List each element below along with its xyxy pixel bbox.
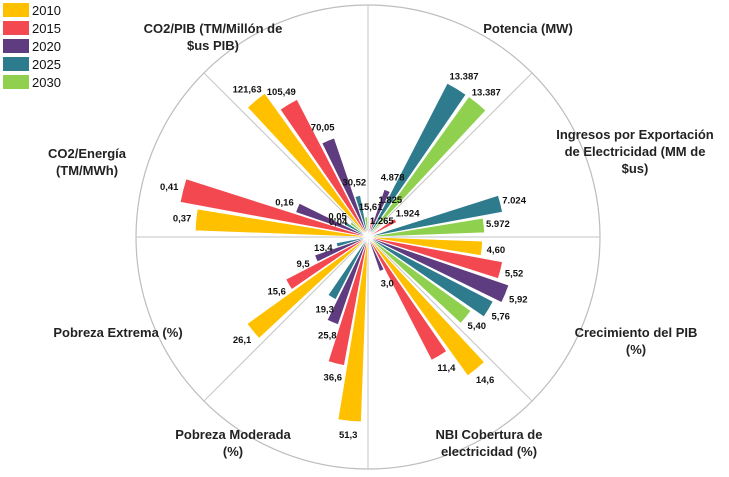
bar-co2-energ-a-2030 [349,221,369,238]
value-label: 0,04 [329,217,348,228]
bar-nbi-cobertura-de-2015 [367,236,447,361]
bar-co2-energ-a-2025 [344,221,369,238]
bar-pobreza-moderada-2025 [327,236,369,300]
category-label-potencia-mw: Potencia (MW) [483,21,573,36]
bar-co2-pib-tm-mill-n-de-2020 [321,137,369,238]
bar-pobreza-moderada-2020 [326,236,369,325]
bar-crecimiento-del-pib-2025 [367,236,494,318]
legend-swatch-2030 [3,75,29,89]
category-label-ingresos-por-exportaci-n: Ingresos por Exportación de Electricidad … [556,127,714,176]
legend-swatch-2025 [3,57,29,71]
bar-nbi-cobertura-de-2020 [367,236,385,272]
chart-grid [135,4,601,470]
grid-spoke [203,72,369,238]
value-label: 70,05 [311,123,335,134]
category-label-nbi-cobertura-de: NBI Cobertura de electricidad (%) [436,427,543,459]
value-label: 26,1 [233,335,252,346]
value-label: 36,6 [324,372,343,383]
bar-crecimiento-del-pib-2020 [367,236,510,303]
value-label: 5,76 [491,311,510,322]
grid-spoke [203,236,369,402]
bar-co2-pib-tm-mill-n-de-2025 [354,195,369,238]
bar-co2-energ-a-2020 [295,202,369,238]
category-label-crecimiento-del-pib: Crecimiento del PIB (%) [575,325,698,357]
bar-pobreza-extrema-2025 [336,236,369,248]
legend-label-2030: 2030 [32,75,61,90]
category-label-pobreza-moderada: Pobreza Moderada (%) [175,427,291,459]
legend-swatch-2010 [3,3,29,17]
bar-crecimiento-del-pib-2015 [367,236,503,279]
category-label-co2-pib-tm-mill-n-de: CO2/PIB (TM/Millón de $us PIB) [144,21,283,53]
value-label: 0,16 [275,197,294,208]
legend-label-2010: 2010 [32,3,61,18]
chart-bars [179,82,510,423]
bar-ingresos-por-exportaci-n-2030 [367,217,485,238]
value-label: 0,05 [328,211,347,222]
value-label: 13.387 [449,72,478,83]
bar-crecimiento-del-pib-2010 [367,236,483,256]
value-label: 3,0 [381,278,394,289]
chart-legend: 2010 2015 2020 2025 2030 [0,0,98,95]
value-label: 4.878 [381,173,405,184]
value-label: 15,61 [359,202,383,213]
value-label: 1.924 [396,208,420,219]
chart-category-labels: Potencia (MW) Ingresos por Exportación de … [48,21,714,459]
value-label: 13,4 [314,243,333,254]
value-label: 1.825 [378,195,402,206]
bar-co2-pib-tm-mill-n-de-2030 [364,216,369,238]
value-label: 30,52 [342,178,366,189]
value-label: 5,52 [505,269,524,280]
grid-spoke [367,236,533,402]
value-label: 51,3 [339,430,358,441]
bar-potencia-mw-2025 [367,82,467,238]
value-label: 25,8 [318,330,337,341]
legend-label-2025: 2025 [32,57,61,72]
bar-co2-pib-tm-mill-n-de-2010 [247,92,369,238]
legend-label-2015: 2015 [32,21,61,36]
value-label: 15,6 [267,287,286,298]
value-label: 4,60 [487,245,506,256]
bar-co2-energ-a-2015 [179,178,369,238]
value-label: 121,63 [233,84,262,95]
legend-label-2020: 2020 [32,39,61,54]
bar-pobreza-extrema-2015 [285,236,369,290]
bar-potencia-mw-2030 [367,96,487,238]
category-label-co2-energ-a: CO2/Energía (TM/MWh) [48,146,127,178]
bar-potencia-mw-2020 [367,189,391,238]
grid-spoke [367,72,533,238]
value-label: 11,4 [437,363,456,374]
legend-swatch-2015 [3,21,29,35]
value-label: 9,5 [296,259,310,270]
value-label: 1.265 [370,216,394,227]
legend-swatch-2020 [3,39,29,53]
value-label: 14,6 [476,375,495,386]
value-label: 7.024 [502,195,526,206]
value-label: 5,92 [509,294,528,305]
bar-pobreza-extrema-2010 [246,236,369,339]
bar-pobreza-moderada-2010 [337,236,369,423]
chart-value-labels: 1.265 1.825 4.878 13.387 13.387 1.924 7.024 5.9… [160,72,528,441]
value-label: 19,3 [315,304,334,315]
bar-nbi-cobertura-de-2010 [367,236,485,377]
category-label-pobreza-extrema: Pobreza Extrema (%) [53,325,182,340]
bar-ingresos-por-exportaci-n-2025 [367,195,503,238]
value-label: 0,37 [173,213,192,224]
value-label: 5,40 [468,321,487,332]
value-label: 105,49 [267,87,296,98]
bar-co2-energ-a-2010 [194,208,369,238]
bar-ingresos-por-exportaci-n-2015 [367,218,398,238]
bar-pobreza-extrema-2020 [314,236,369,263]
value-label: 5.972 [486,219,510,230]
value-label: 13.387 [472,87,501,98]
bar-co2-pib-tm-mill-n-de-2015 [279,99,369,238]
bar-pobreza-moderada-2015 [327,236,369,366]
bar-crecimiento-del-pib-2030 [367,236,472,324]
value-label: 0,41 [160,182,179,193]
